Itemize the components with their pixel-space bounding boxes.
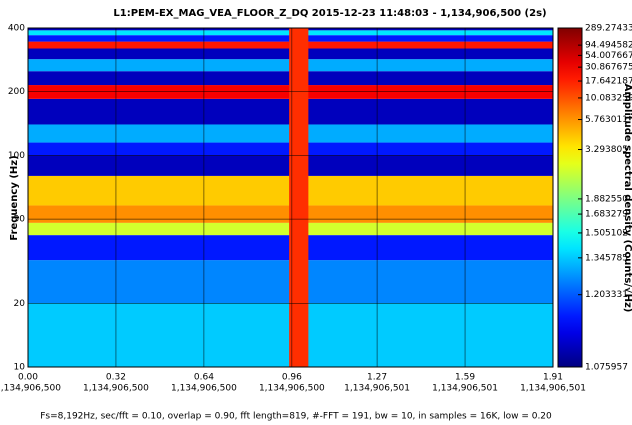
x-tick-sublabel: 1,134,906,501 <box>344 384 410 394</box>
colorbar-tick-label: 1.505102 <box>585 228 628 238</box>
y-tick-label: 20 <box>14 299 26 309</box>
x-tick-label: 1.91 <box>543 373 563 383</box>
y-tick-label: 50 <box>14 215 26 225</box>
chart-title: L1:PEM-EX_MAG_VEA_FLOOR_Z_DQ 2015-12-23 … <box>113 8 546 19</box>
colorbar-tick-label: 10.083259 <box>585 93 632 103</box>
y-tick-label: 200 <box>8 87 25 97</box>
x-tick-label: 1.59 <box>455 373 475 383</box>
x-tick-label: 0.64 <box>194 373 214 383</box>
footer: Fs=8,192Hz, sec/fft = 0.10, overlap = 0.… <box>40 412 552 422</box>
plot-frame <box>27 27 554 368</box>
colorbar-tick-label: 5.763011 <box>585 115 628 125</box>
x-tick-sublabel: 1,134,906,501 <box>432 384 498 394</box>
colorbar-tick-label: 94.494582 <box>585 41 632 51</box>
colorbar-tick-label: 17.642187 <box>585 77 632 87</box>
x-tick-label: 0.00 <box>18 373 38 383</box>
colorbar-tick-label: 30.867675 <box>585 63 632 73</box>
colorbar-tick-label: 1.075957 <box>585 363 628 373</box>
x-tick-sublabel: 1,134,906,500 <box>171 384 237 394</box>
colorbar-tick-label: 1.683279 <box>585 210 628 220</box>
x-tick-sublabel: 1,134,906,500 <box>259 384 325 394</box>
y-axis-label: Frequency (Hz) <box>9 155 20 240</box>
colorbar <box>557 27 583 368</box>
x-tick-label: 1.27 <box>367 373 387 383</box>
colorbar-label: Amplitude spectral density (Counts/√Hz) <box>622 84 632 313</box>
y-tick-label: 10 <box>14 363 26 373</box>
colorbar-tick-label: 289.274337 <box>585 24 632 34</box>
x-tick-label: 0.96 <box>282 373 302 383</box>
colorbar-tick-label: 1.882550 <box>585 194 628 204</box>
colorbar-tick-label: 1.345785 <box>585 253 628 263</box>
x-tick-label: 0.32 <box>106 373 126 383</box>
y-tick-label: 400 <box>8 24 25 34</box>
x-tick-sublabel: 1,134,906,500 <box>83 384 149 394</box>
colorbar-tick-label: 1.203331 <box>585 290 628 300</box>
y-tick-label: 100 <box>8 151 25 161</box>
x-tick-sublabel: 1,134,906,501 <box>520 384 586 394</box>
x-tick-sublabel: 1,134,906,500 <box>0 384 61 394</box>
spectrogram-stripe <box>289 28 309 367</box>
colorbar-tick-label: 3.293805 <box>585 145 628 155</box>
colorbar-tick-label: 54.007667 <box>585 51 632 61</box>
